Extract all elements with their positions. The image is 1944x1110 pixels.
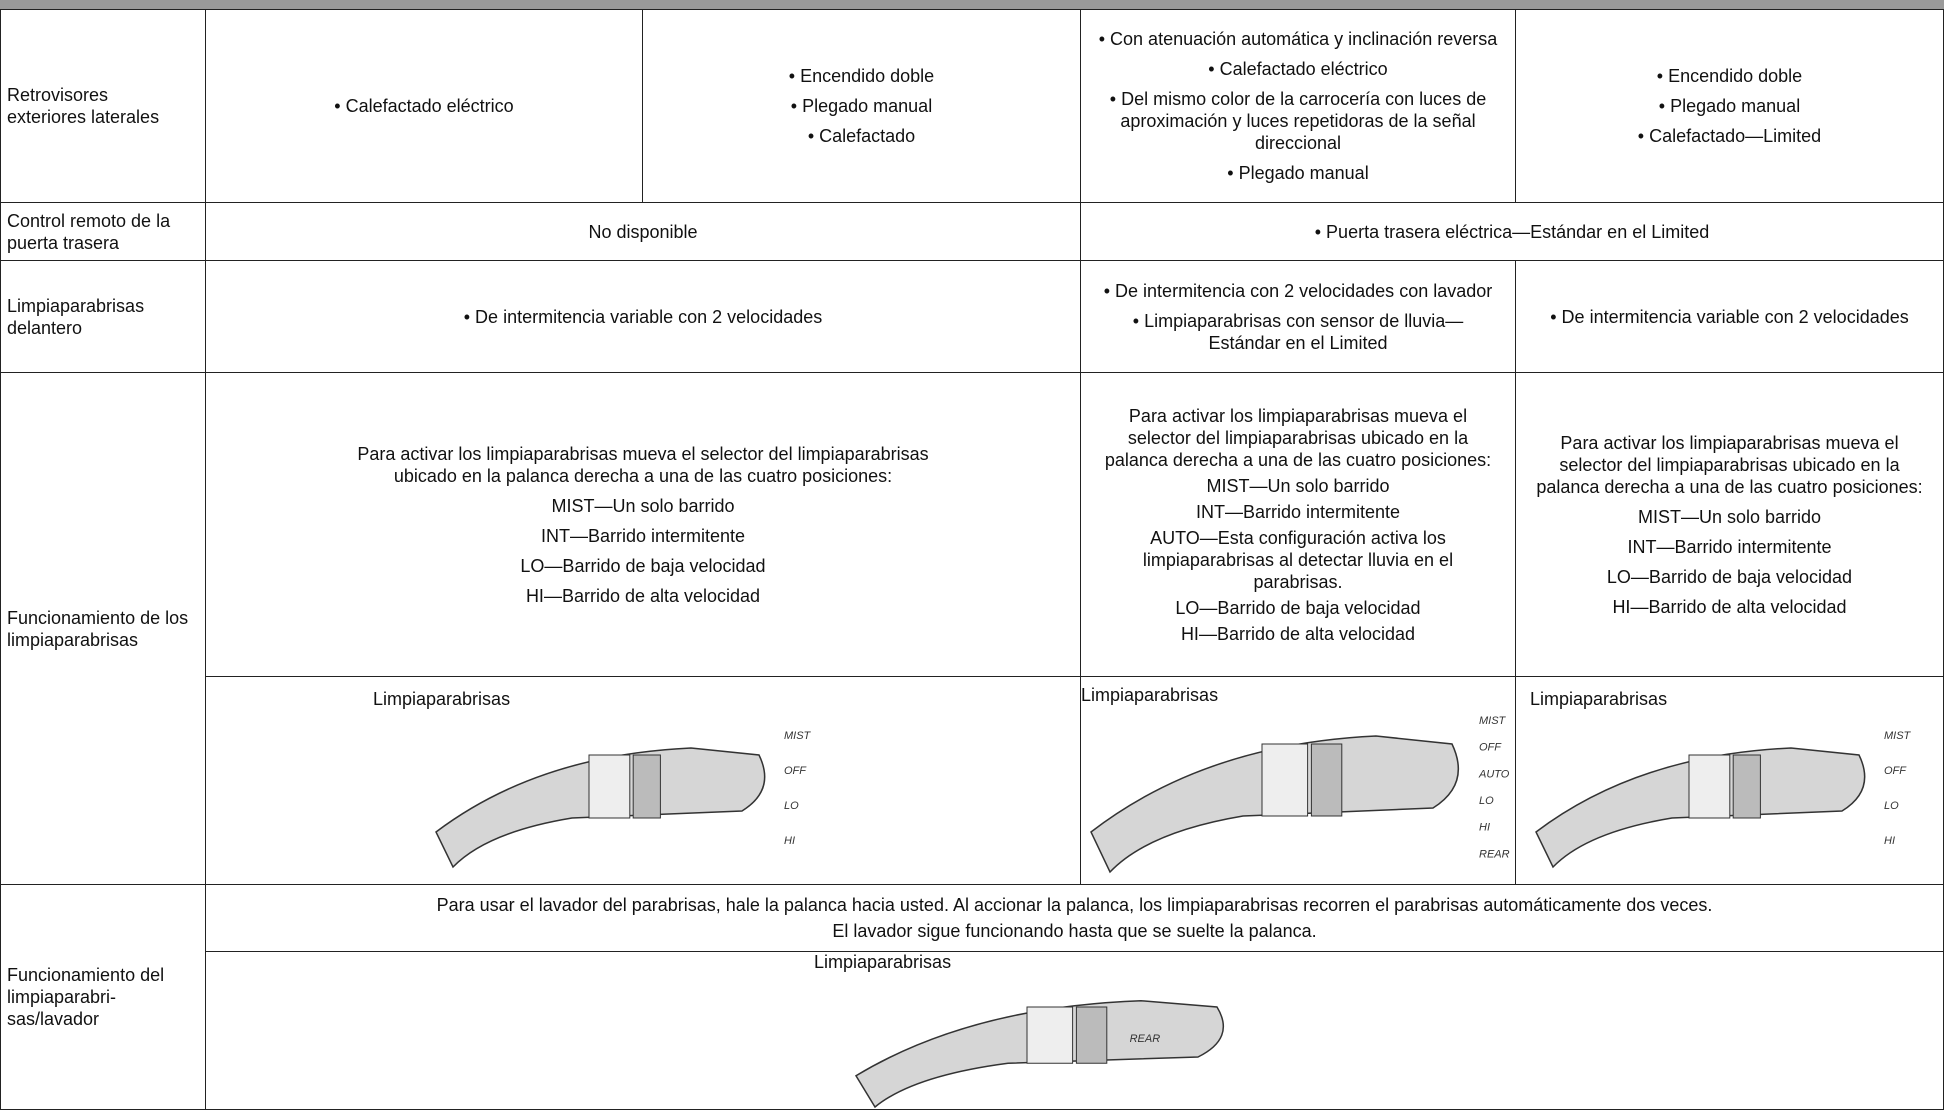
cell-line: • Calefactado—Limited xyxy=(1637,126,1822,146)
table-cell: No disponible xyxy=(205,202,1081,261)
cell-line: LO—Barrido de baja velocidad xyxy=(1175,597,1421,618)
cell-line: INT—Barrido intermitente xyxy=(540,525,746,546)
figure-label: MIST xyxy=(1479,715,1507,727)
figure-caption: Limpiaparabrisas xyxy=(814,952,952,972)
figure-cell: REAR Limpiaparabrisas xyxy=(205,951,1944,1110)
figure-label: OFF xyxy=(784,765,807,777)
cell-line: • Encendido doble xyxy=(1656,66,1803,86)
cell-line: • Puerta trasera eléctrica—Estándar en e… xyxy=(1314,221,1710,242)
cell-line: • Con atenuación automática y inclinació… xyxy=(1098,29,1498,49)
table-cell: • De intermitencia variable con 2 veloci… xyxy=(1515,260,1944,373)
figure-cell: MIST OFF AUTO LO HI REAR Limpiaparabrisas xyxy=(1080,676,1516,885)
cell-line: MIST—Un solo barrido xyxy=(1206,475,1390,496)
cell-line: MIST—Un solo barrido xyxy=(551,495,735,516)
cell-line: • Calefactado eléctrico xyxy=(1208,59,1388,79)
figure-label: LO xyxy=(1479,795,1494,807)
table-cell: • De intermitencia con 2 velocidades con… xyxy=(1080,260,1516,373)
figure-label: REAR xyxy=(1130,1033,1161,1045)
table-cell: • De intermitencia variable con 2 veloci… xyxy=(205,260,1081,373)
cell-line: • Encendido doble xyxy=(788,66,935,86)
table-cell: • Calefactado eléctrico xyxy=(205,9,643,203)
table-cell: Para activar los limpiaparabrisas mueva … xyxy=(1515,372,1944,677)
cell-line: LO—Barrido de baja velocidad xyxy=(520,555,766,576)
cell-line: El lavador sigue funcionando hasta que s… xyxy=(832,921,1317,941)
figure-caption: Limpiaparabrisas xyxy=(1081,685,1219,705)
table-cell: • Encendido doble • Plegado manual • Calef… xyxy=(642,9,1081,203)
cell-line: • Plegado manual xyxy=(1658,96,1801,116)
figure-caption: Limpiaparabrisas xyxy=(1530,689,1668,709)
row-label: Retrovisores exteriores laterales xyxy=(0,9,206,203)
stalk-illustration: MIST OFF LO HI xyxy=(1535,730,1912,869)
figure-label: HI xyxy=(784,835,795,847)
table-cell: • Puerta trasera eléctrica—Estándar en e… xyxy=(1080,202,1944,261)
figure-label: HI xyxy=(1884,835,1895,847)
cell-line: MIST—Un solo barrido xyxy=(1637,506,1822,527)
row-label: Control remoto de la puerta trasera xyxy=(0,202,206,261)
figure-label: AUTO xyxy=(1478,768,1510,780)
stalk-illustration: MIST OFF AUTO LO HI REAR xyxy=(1090,715,1510,874)
figure-caption: Limpiaparabrisas xyxy=(373,689,511,709)
cell-line: • De intermitencia variable con 2 veloci… xyxy=(463,306,823,327)
table-cell: • Con atenuación automática y inclinació… xyxy=(1080,9,1516,203)
cell-line: HI—Barrido de alta velocidad xyxy=(525,585,761,606)
cell-line: • De intermitencia variable con 2 veloci… xyxy=(1550,306,1909,327)
cell-line: • De intermitencia con 2 velocidades con… xyxy=(1103,280,1493,301)
cell-line: HI—Barrido de alta velocidad xyxy=(1180,623,1416,644)
cell-line: LO—Barrido de baja velocidad xyxy=(1606,566,1853,587)
cell-line: • Calefactado xyxy=(807,126,916,146)
figure-label: MIST xyxy=(784,730,812,742)
stalk-illustration: MIST OFF LO HI xyxy=(435,730,812,869)
figure-shape xyxy=(588,754,631,819)
cell-line: Para activar los limpiaparabrisas mueva … xyxy=(1104,405,1492,470)
cell-line: • Del mismo color de la carrocería con l… xyxy=(1109,89,1487,153)
stalk-illustration: REAR xyxy=(854,999,1225,1109)
cell-line: Para activar los limpiaparabrisas mueva … xyxy=(1536,432,1923,497)
figure-label: REAR xyxy=(1479,848,1510,860)
cell-line: • Plegado manual xyxy=(1227,163,1369,183)
row-label-text: Retrovisores exteriores laterales xyxy=(7,85,160,127)
row-label-text: Funcionamiento de los limpiaparabrisas xyxy=(7,607,189,650)
figure-label: OFF xyxy=(1479,742,1502,754)
figure-label: OFF xyxy=(1884,765,1907,777)
cell-line: HI—Barrido de alta velocidad xyxy=(1612,596,1847,617)
cell-line: Para activar los limpiaparabrisas mueva … xyxy=(357,443,929,486)
cell-line: AUTO—Esta configuración activa los limpi… xyxy=(1142,527,1454,592)
row-label: Funcionamiento de los limpiaparabrisas xyxy=(0,372,206,885)
figure-label: MIST xyxy=(1884,730,1912,742)
figure-shape xyxy=(1732,754,1761,819)
cell-line: INT—Barrido intermitente xyxy=(1627,536,1832,557)
table-cell: • Encendido doble • Plegado manual • Calef… xyxy=(1515,9,1944,203)
figure-shape xyxy=(632,754,661,819)
cell-line: • Limpiaparabrisas con sensor de lluvia—… xyxy=(1132,310,1464,353)
figure-shape xyxy=(1310,743,1343,817)
table-cell: Para activar los limpiaparabrisas mueva … xyxy=(205,372,1081,677)
figure-label: HI xyxy=(1479,822,1490,834)
row-label: Funcionamiento del limpiaparabri-sas/lav… xyxy=(0,884,206,1110)
figure-shape xyxy=(1688,754,1731,819)
row-label-text: Limpiaparabrisas delantero xyxy=(7,295,145,338)
cell-line: No disponible xyxy=(588,221,698,242)
row-label: Limpiaparabrisas delantero xyxy=(0,260,206,373)
figure-cell: MIST OFF LO HI Limpiaparabrisas xyxy=(1515,676,1944,885)
cell-line: Para usar el lavador del parabrisas, hal… xyxy=(436,895,1713,915)
figure-cell: MIST OFF LO HI Limpiaparabrisas xyxy=(205,676,1081,885)
cell-line: INT—Barrido intermitente xyxy=(1195,501,1401,522)
cell-line: • Calefactado eléctrico xyxy=(334,96,514,116)
table-cell: Para activar los limpiaparabrisas mueva … xyxy=(1080,372,1516,677)
figure-label: LO xyxy=(784,800,799,812)
figure-shape xyxy=(1261,743,1309,817)
cell-line: • Plegado manual xyxy=(790,96,933,116)
table-cell: Para usar el lavador del parabrisas, hal… xyxy=(205,884,1944,952)
figure-shape xyxy=(1026,1006,1074,1064)
figure-shape xyxy=(1075,1006,1108,1064)
row-label-text: Control remoto de la puerta trasera xyxy=(7,210,171,253)
figure-label: LO xyxy=(1884,800,1899,812)
row-label-text: Funcionamiento del limpiaparabri-sas/lav… xyxy=(7,965,165,1029)
